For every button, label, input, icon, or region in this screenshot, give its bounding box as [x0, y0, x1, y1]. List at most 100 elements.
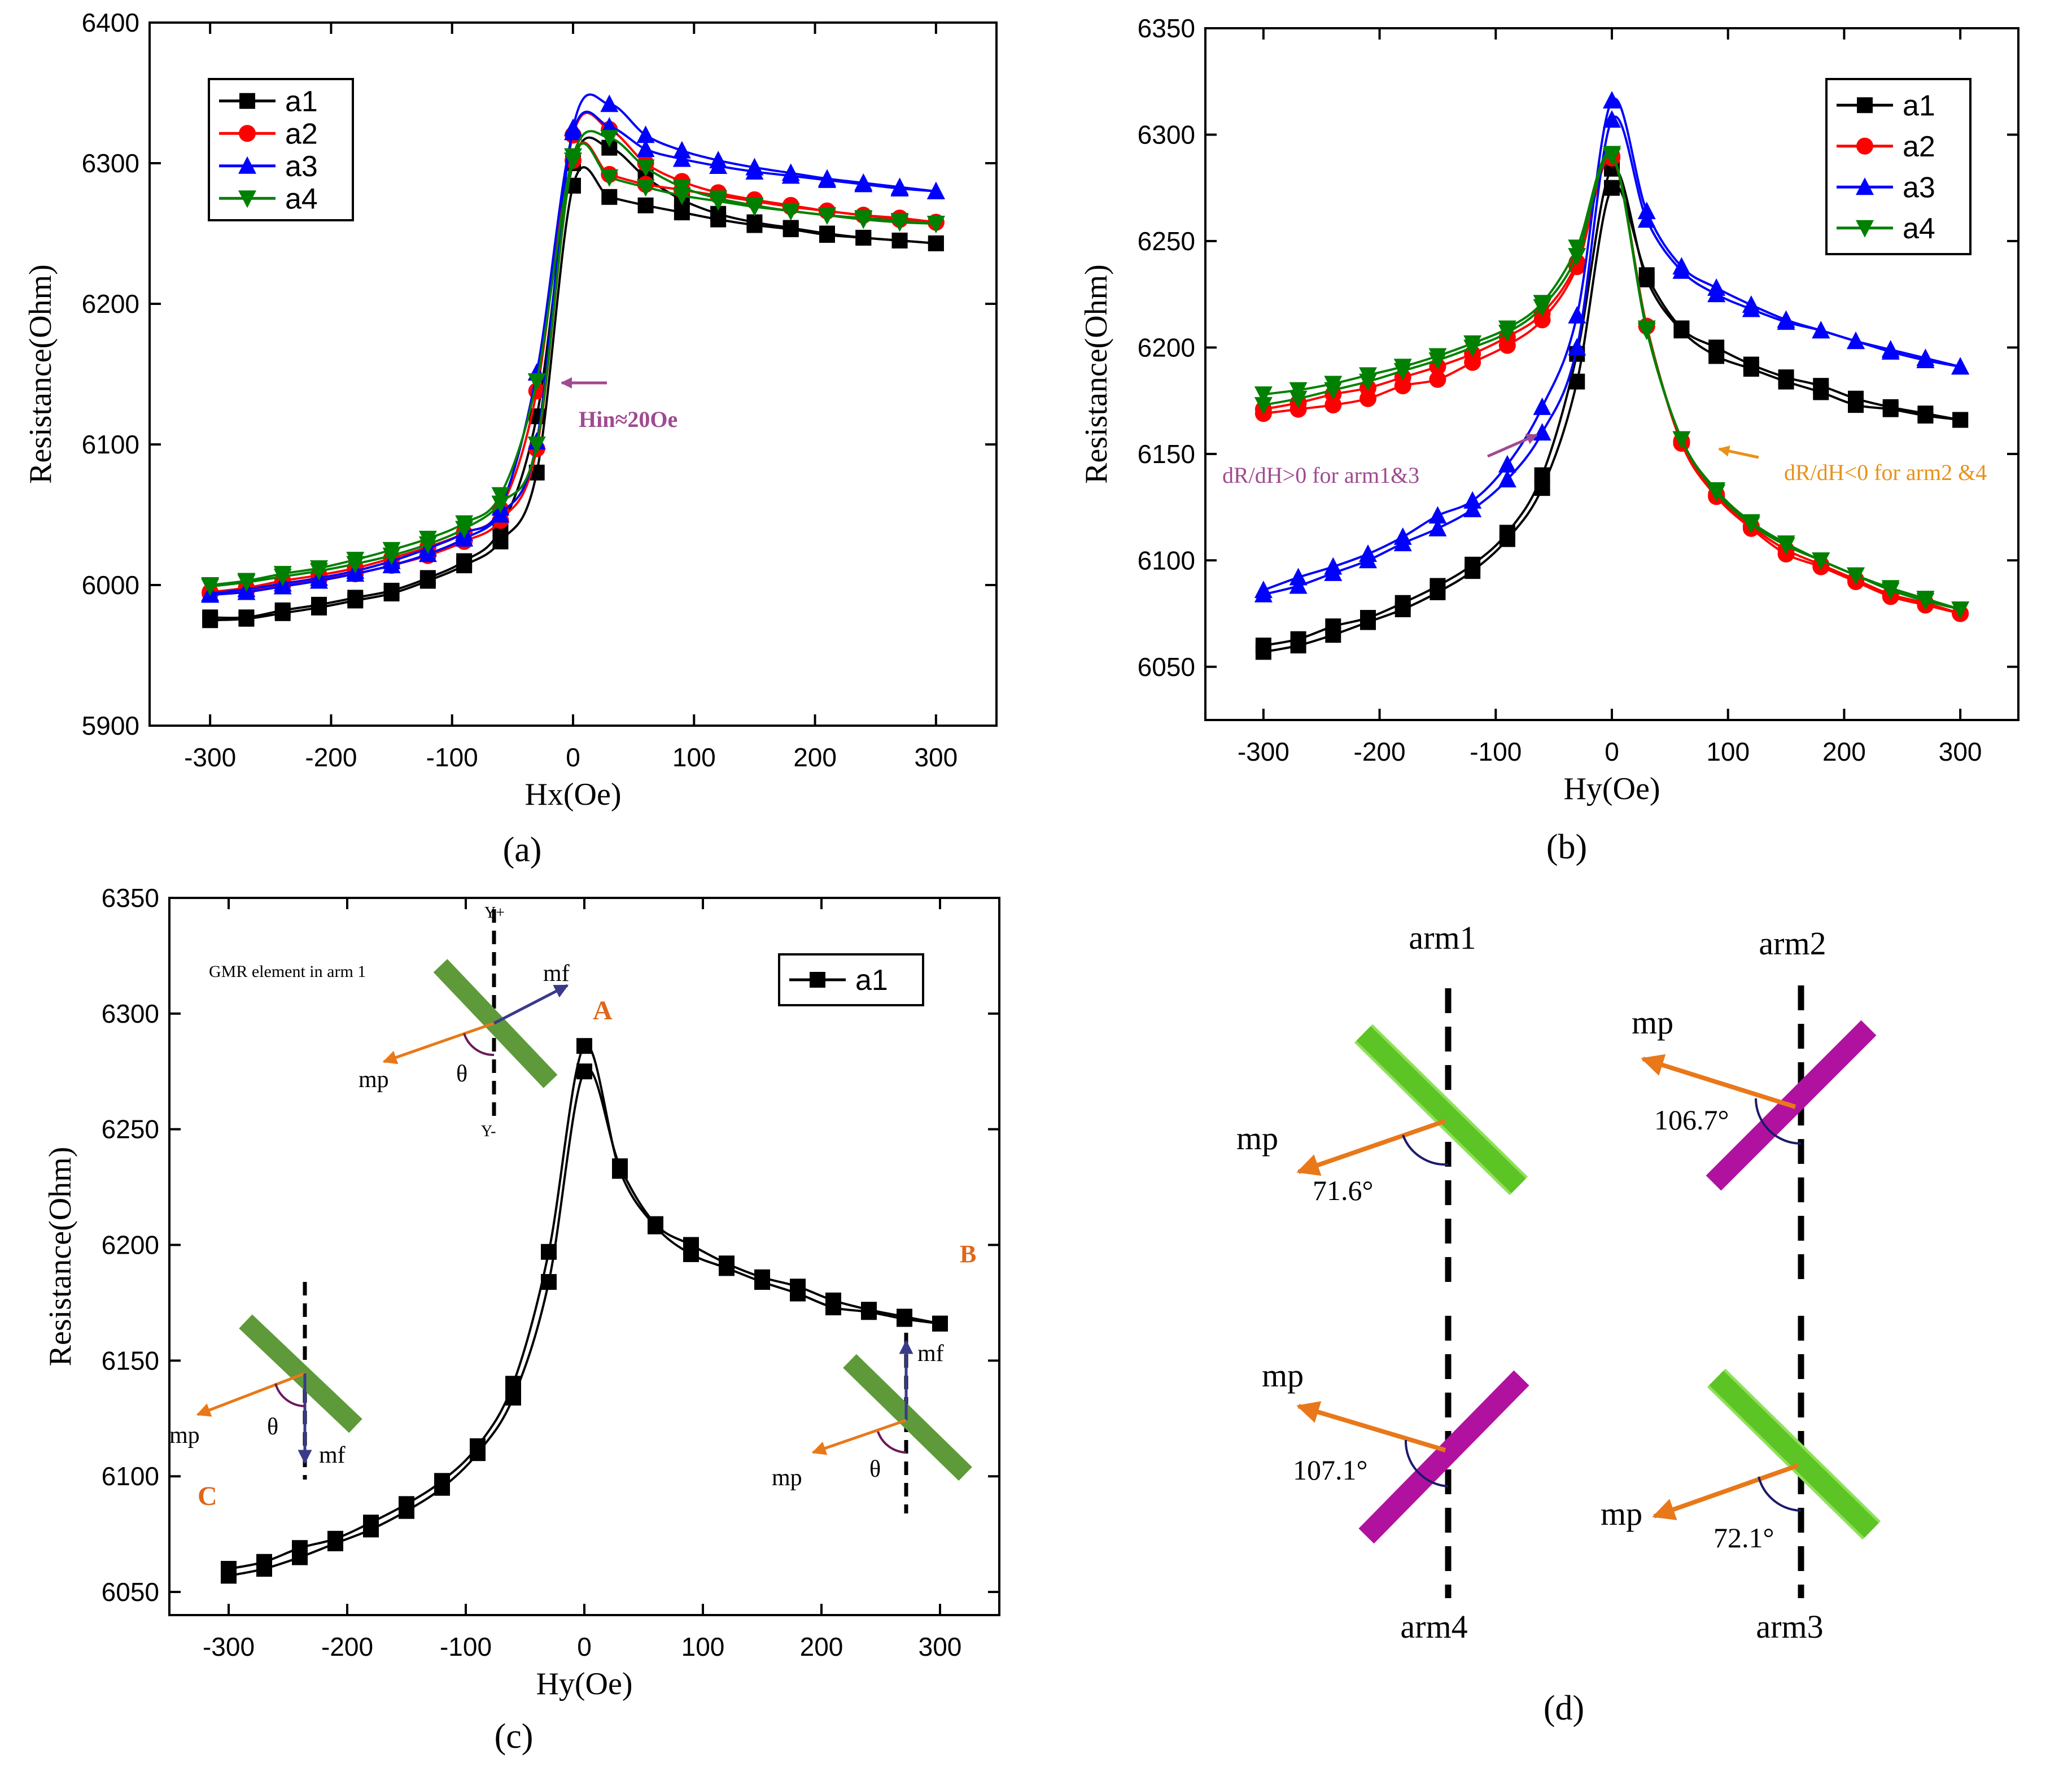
data-point — [274, 602, 291, 618]
x-tick-label: 0 — [577, 1632, 592, 1661]
data-point — [346, 552, 365, 570]
data-point — [1812, 552, 1830, 570]
data-point — [383, 582, 400, 599]
arm3-bar — [1709, 1371, 1879, 1538]
y-tick-label: 6350 — [1138, 14, 1195, 43]
data-point — [491, 487, 510, 505]
x-axis-label: Hy(Oe) — [536, 1666, 632, 1701]
arm3-mp-arrow — [1652, 1463, 1799, 1520]
data-point — [1882, 401, 1899, 417]
data-point — [310, 560, 328, 578]
data-point — [1847, 331, 1865, 350]
x-tick-label: 300 — [914, 743, 958, 772]
x-tick-label: -100 — [440, 1632, 492, 1661]
arm1-label: arm1 — [1409, 919, 1476, 956]
data-point — [1637, 202, 1656, 220]
series-a1 — [1255, 160, 1969, 660]
inset-right: mf mp θ — [772, 1333, 972, 1513]
data-point — [1324, 557, 1343, 575]
data-point — [238, 609, 255, 626]
data-point — [745, 197, 764, 215]
data-point — [672, 179, 691, 197]
legend: a1 — [778, 953, 924, 1006]
arm3-element: mp 72.1° arm3 — [1601, 1316, 1881, 1645]
theta-arc — [877, 1431, 907, 1454]
data-point — [1707, 482, 1726, 500]
y-tick-label: 6150 — [102, 1346, 159, 1375]
arm2-element: arm2 mp 106.7° — [1632, 925, 1877, 1288]
data-point — [1429, 370, 1446, 388]
arm4-mp-label: mp — [1262, 1357, 1304, 1394]
data-point — [1778, 373, 1794, 390]
inset-top: GMR element in arm 1 Y+ Y- mf mp θ — [209, 904, 570, 1140]
mp-arrow — [382, 1022, 495, 1064]
data-point — [1324, 376, 1343, 394]
data-point — [1289, 568, 1308, 586]
x-axis-label: Hx(Oe) — [524, 777, 621, 812]
data-point — [1603, 146, 1621, 164]
data-point — [855, 229, 872, 246]
arm4-bar — [1358, 1370, 1529, 1544]
series-a1 — [221, 1038, 948, 1584]
arm3-angle-arc — [1758, 1476, 1802, 1512]
x-tick-label: -300 — [1238, 737, 1289, 766]
data-point — [564, 148, 582, 166]
x-tick-label: 100 — [672, 743, 716, 772]
x-tick-label: 300 — [919, 1632, 962, 1661]
mp-label: mp — [359, 1067, 389, 1093]
data-point — [1533, 423, 1551, 441]
legend-swatch-marker — [239, 93, 255, 109]
data-point — [637, 197, 654, 213]
data-point — [683, 1246, 699, 1262]
data-point — [1359, 367, 1377, 385]
data-point — [1742, 295, 1760, 313]
data-point — [781, 203, 800, 221]
data-point — [1325, 618, 1341, 635]
legend-label: a1 — [285, 85, 318, 118]
chart-b: -300 -200 -100 0 100 200 300 6050 6100 6150 6200 62… — [1079, 14, 2019, 806]
y-tick-label: 6000 — [82, 570, 139, 600]
data-point — [311, 596, 327, 613]
y-tick-label: 6350 — [102, 883, 159, 913]
gmr-label: GMR element in arm 1 — [209, 962, 366, 981]
data-point — [636, 179, 655, 197]
legend-box — [1825, 78, 1972, 255]
theta-label: θ — [456, 1061, 467, 1087]
data-point — [1533, 295, 1551, 313]
legend-swatch-marker — [239, 125, 256, 142]
series-line-down — [209, 110, 937, 595]
data-point — [1951, 601, 1970, 619]
data-point — [1498, 320, 1516, 338]
legend-swatch-marker — [1856, 220, 1874, 238]
data-point — [890, 178, 909, 197]
legend-label: a3 — [285, 150, 318, 183]
arm2-mp-label: mp — [1632, 1004, 1673, 1041]
y-tick-label: 6300 — [102, 999, 159, 1028]
data-point — [601, 189, 618, 205]
data-point — [854, 211, 873, 229]
data-point — [1463, 491, 1482, 509]
data-point — [434, 1473, 450, 1489]
data-point — [612, 1163, 628, 1179]
y-tick-label: 6200 — [1138, 333, 1195, 362]
data-point — [1743, 361, 1759, 377]
data-point — [1951, 357, 1970, 375]
data-point — [672, 149, 691, 167]
inset-left: mp θ mf — [169, 1282, 362, 1480]
x-tick-label: 100 — [681, 1632, 725, 1661]
data-point — [1707, 278, 1726, 296]
diagram-d: arm1 mp 71.6° arm2 mp 106.7° mp 107.1 — [1236, 919, 1881, 1645]
chart-a: -300 -200 -100 0 100 200 300 5900 6000 6100 6200 63… — [23, 8, 998, 812]
data-point — [1393, 527, 1412, 545]
data-point — [709, 156, 728, 174]
data-point — [1777, 310, 1795, 328]
data-point — [576, 1063, 592, 1080]
data-point — [926, 216, 945, 234]
data-point — [1742, 514, 1760, 532]
y-tick-label: 6200 — [102, 1231, 159, 1260]
data-point — [709, 190, 728, 208]
data-point — [1848, 397, 1864, 413]
arm1-element: arm1 mp 71.6° — [1236, 919, 1528, 1282]
arm1-angle-arc — [1402, 1135, 1449, 1166]
mp-label: mp — [169, 1423, 200, 1448]
